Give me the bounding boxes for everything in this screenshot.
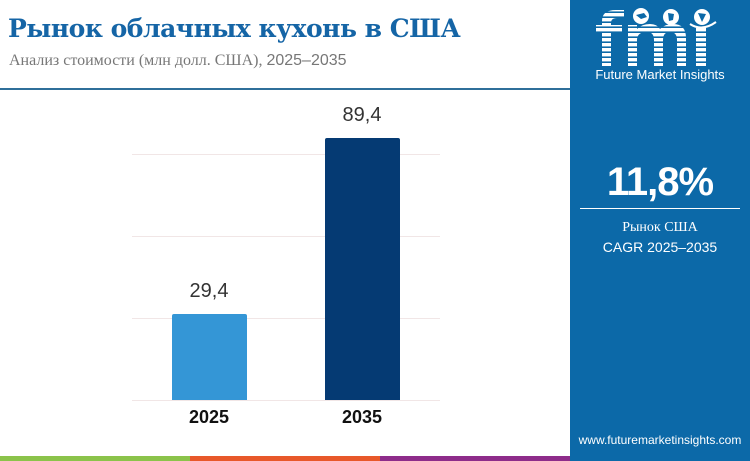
- cagr-divider: [580, 208, 740, 209]
- category-label-2025: 2025: [188, 407, 230, 427]
- cagr-value: 11,8%: [606, 160, 714, 204]
- bar-2025: [172, 314, 247, 400]
- sidebar: Future Market Insights 11,8% Рынок США C…: [570, 0, 750, 461]
- cagr-label-market: Рынок США: [622, 220, 698, 235]
- bar-2035: [325, 138, 400, 400]
- baseline: [132, 400, 440, 401]
- footer-stripe-orange: [190, 456, 380, 461]
- footer-stripe-purple: [380, 456, 570, 461]
- logo-wordmark: Future Market Insights: [595, 67, 725, 82]
- subtitle-text: Анализ стоимости (млн долл. США),: [9, 52, 267, 69]
- page-subtitle: Анализ стоимости (млн долл. США), 2025–2…: [9, 52, 347, 70]
- value-label-2035: 89,4: [342, 104, 382, 126]
- chart-panel: Рынок облачных кухонь в США Анализ стоим…: [0, 14, 570, 427]
- website-link[interactable]: www.futuremarketinsights.com: [578, 433, 742, 447]
- gridline: [132, 318, 440, 319]
- subtitle-years: 2025–2035: [266, 52, 347, 69]
- fmi-logo-icon: [596, 8, 717, 66]
- header-divider: [0, 88, 570, 90]
- bar-chart: 29,4 89,4 2025 2035: [132, 104, 440, 427]
- value-label-2025: 29,4: [189, 280, 229, 302]
- gridline: [132, 154, 440, 155]
- gridline: [132, 236, 440, 237]
- page-title: Рынок облачных кухонь в США: [8, 14, 461, 43]
- footer-stripe-green: [0, 456, 190, 461]
- cagr-label-period: CAGR 2025–2035: [602, 239, 718, 255]
- category-label-2035: 2035: [341, 407, 383, 427]
